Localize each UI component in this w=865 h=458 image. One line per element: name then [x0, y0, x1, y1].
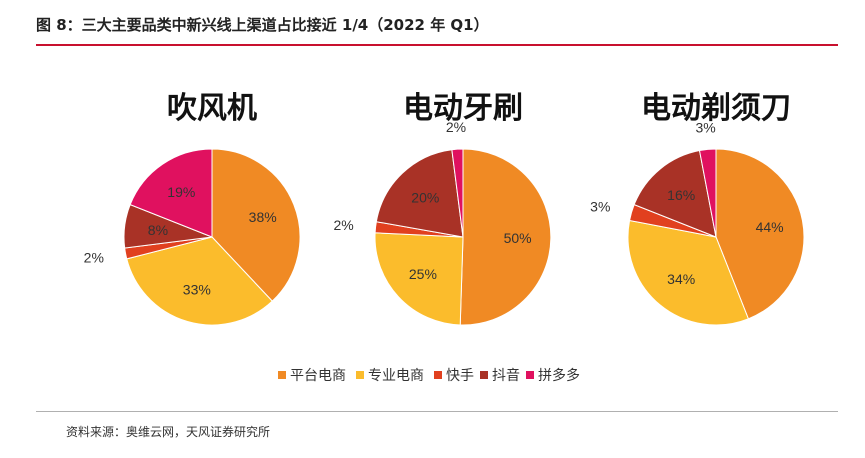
data-label: 3% — [695, 120, 715, 136]
pie-slice-platform — [459, 148, 552, 326]
source-note: 资料来源：奥维云网，天风证券研究所 — [66, 425, 271, 439]
data-label: 50% — [504, 230, 532, 246]
legend-label-platform: 平台电商 — [290, 367, 346, 383]
data-label: 3% — [590, 198, 610, 214]
pie-slice-specialty — [374, 232, 464, 326]
pie-slice-pinduoduo — [698, 148, 717, 238]
legend-label-specialty: 专业电商 — [368, 367, 424, 383]
data-label: 33% — [183, 281, 211, 297]
legend-label-kuaishou: 快手 — [446, 367, 474, 383]
pie-slice-platform — [211, 148, 301, 302]
legend-swatch-kuaishou — [434, 371, 442, 379]
figure-title: 图 8：三大主要品类中新兴线上渠道占比接近 1/4（2022 年 Q1） — [36, 16, 489, 34]
legend-swatch-pinduoduo — [526, 371, 534, 379]
pie-slice-douyin — [633, 149, 717, 238]
data-label: 2% — [333, 217, 353, 233]
data-label: 38% — [249, 209, 277, 225]
chart-title: 电动剃须刀 — [641, 91, 791, 126]
data-label: 25% — [409, 266, 437, 282]
data-label: 16% — [667, 187, 695, 203]
pie-slice-specialty — [126, 236, 273, 326]
legend-label-pinduoduo: 拼多多 — [538, 367, 580, 383]
legend-label-douyin: 抖音 — [492, 367, 520, 383]
pie-slice-pinduoduo — [129, 148, 213, 238]
data-label: 2% — [446, 119, 466, 135]
data-label: 20% — [411, 190, 439, 206]
legend-swatch-platform — [278, 371, 286, 379]
pie-slice-douyin — [375, 149, 464, 238]
source-divider — [36, 411, 838, 412]
pie-slice-pinduoduo — [451, 148, 464, 238]
pie-slice-platform — [715, 148, 805, 320]
data-label: 34% — [667, 271, 695, 287]
chart-title: 电动牙刷 — [403, 91, 523, 126]
legend-swatch-douyin — [480, 371, 488, 379]
data-label: 2% — [84, 250, 104, 266]
pie-slice-specialty — [627, 219, 750, 326]
legend-swatch-specialty — [356, 371, 364, 379]
data-label: 8% — [148, 222, 168, 238]
chart-title: 吹风机 — [167, 91, 257, 126]
title-divider — [36, 44, 838, 46]
data-label: 19% — [167, 184, 195, 200]
data-label: 44% — [756, 219, 784, 235]
